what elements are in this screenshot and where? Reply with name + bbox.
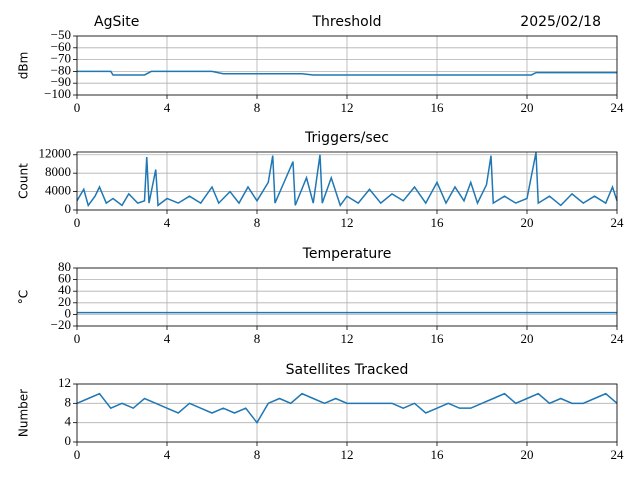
x-tick-label: 24 (611, 331, 625, 346)
x-tick-label: 12 (341, 100, 354, 115)
x-tick-label: 16 (431, 447, 445, 462)
y-tick-label: 0 (65, 305, 72, 320)
y-tick-label: −90 (51, 74, 71, 89)
axes-frame (76, 151, 618, 211)
x-tick-label: 20 (521, 100, 534, 115)
x-tick-label: 24 (611, 100, 625, 115)
y-tick-label: −80 (51, 62, 71, 77)
x-tick-label: 0 (74, 100, 81, 115)
y-tick-label: 4 (65, 414, 72, 429)
x-tick-label: 20 (521, 447, 534, 462)
panel-title: Triggers/sec (304, 130, 389, 146)
x-tick-label: 8 (254, 100, 261, 115)
line (76, 392, 618, 425)
x-tick-label: 4 (164, 447, 171, 462)
axes-frame (76, 267, 618, 327)
y-tick-label: 8 (65, 394, 72, 409)
axes-frame (76, 35, 618, 96)
y-tick-label: 60 (58, 271, 71, 286)
y-axis-label: dBm (17, 52, 31, 80)
y-tick-label: 12000 (39, 146, 72, 161)
x-tick-label: 24 (611, 215, 625, 230)
x-tick-label: 8 (254, 215, 261, 230)
x-tick-label: 12 (341, 215, 354, 230)
y-tick-label: 4000 (45, 183, 71, 198)
y-axis-label: °C (17, 290, 31, 304)
header-right: 2025/02/18 (520, 14, 601, 30)
x-tick-label: 12 (341, 331, 354, 346)
panel-title: Temperature (302, 246, 392, 262)
y-axis-label: Count (17, 163, 31, 199)
x-tick-label: 16 (431, 100, 445, 115)
y-tick-label: −100 (44, 86, 71, 101)
x-tick-label: 20 (521, 215, 534, 230)
x-tick-label: 4 (164, 100, 171, 115)
panel-title: Threshold (312, 14, 382, 30)
y-tick-label: 80 (58, 259, 71, 274)
header-left: AgSite (94, 14, 139, 30)
x-tick-label: 0 (74, 447, 81, 462)
y-tick-label: −70 (51, 51, 71, 66)
y-tick-label: 0 (65, 201, 72, 216)
x-tick-label: 4 (164, 215, 171, 230)
x-tick-label: 16 (431, 215, 445, 230)
y-axis-label: Number (17, 389, 31, 437)
x-tick-label: 8 (254, 447, 261, 462)
y-tick-label: −50 (51, 27, 71, 42)
y-tick-label: −60 (51, 39, 71, 54)
x-tick-label: 4 (164, 331, 171, 346)
y-tick-label: 0 (65, 433, 72, 448)
line (77, 70, 617, 76)
x-tick-label: 24 (611, 447, 625, 462)
line (76, 152, 618, 208)
y-tick-label: 12 (58, 375, 71, 390)
y-tick-label: 8000 (45, 164, 71, 179)
x-tick-label: 16 (431, 331, 445, 346)
x-tick-label: 12 (341, 447, 354, 462)
axes-frame (76, 383, 618, 443)
y-tick-label: −20 (51, 317, 71, 332)
x-tick-label: 0 (74, 215, 81, 230)
panel-title: Satellites Tracked (286, 362, 409, 378)
x-tick-label: 8 (254, 331, 261, 346)
x-tick-label: 20 (521, 331, 534, 346)
y-tick-label: 40 (58, 282, 71, 297)
x-tick-label: 0 (74, 331, 81, 346)
y-tick-label: 20 (58, 294, 71, 309)
